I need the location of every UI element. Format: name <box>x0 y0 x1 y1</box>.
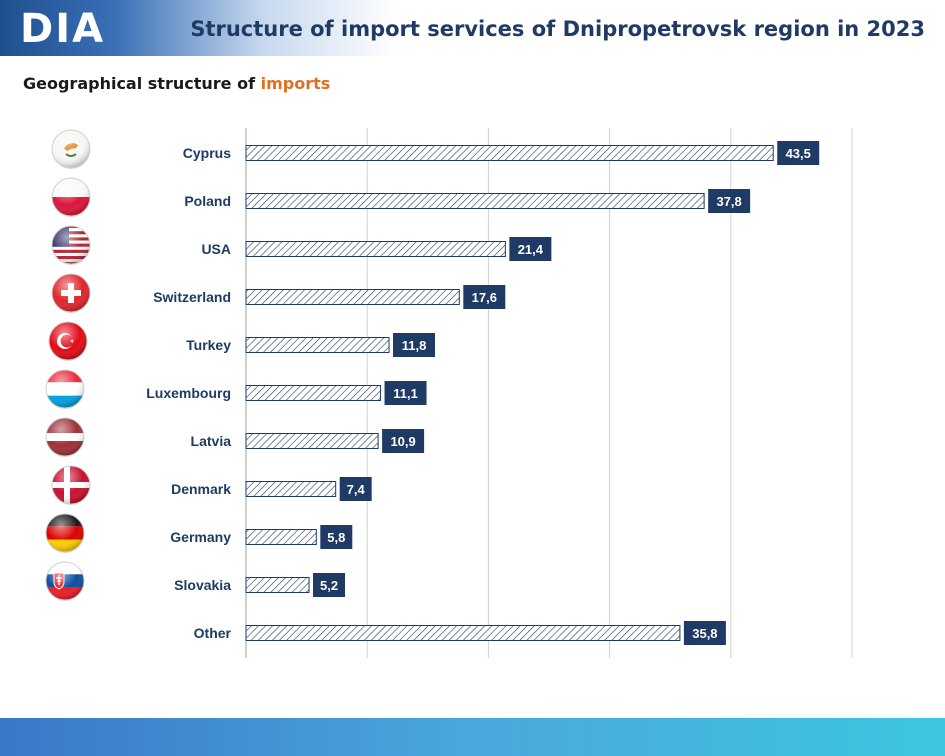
category-label: Latvia <box>191 433 232 449</box>
value-label-box <box>384 381 427 405</box>
value-label: 37,8 <box>716 194 741 209</box>
germany-flag-icon <box>45 513 85 553</box>
category-label: Slovakia <box>174 577 231 593</box>
chart-subtitle: Geographical structure of imports <box>23 74 330 93</box>
value-label-box <box>320 525 353 549</box>
bar <box>245 337 390 353</box>
category-label: Other <box>194 625 232 641</box>
value-label: 21,4 <box>518 242 544 257</box>
cyprus-flag-icon <box>51 129 91 169</box>
category-label: Denmark <box>171 481 231 497</box>
page-title: Structure of import services of Dniprope… <box>190 17 925 41</box>
value-label: 11,1 <box>393 386 418 401</box>
subtitle-accent: imports <box>260 74 331 93</box>
value-label-box <box>313 573 346 597</box>
category-label: Cyprus <box>183 145 231 161</box>
category-label: USA <box>201 241 231 257</box>
denmark-flag-icon <box>51 465 91 505</box>
category-label: Luxembourg <box>146 385 231 401</box>
value-label-box <box>382 429 425 453</box>
bar <box>245 241 506 257</box>
bar <box>245 481 337 497</box>
bar <box>245 145 774 161</box>
poland-flag-icon <box>51 177 91 217</box>
bar <box>245 289 460 305</box>
value-label-box <box>393 333 436 357</box>
switzerland-flag-icon <box>51 273 91 313</box>
header-banner: DIA Structure of import services of Dnip… <box>0 0 945 56</box>
usa-flag-icon <box>51 225 91 265</box>
bar <box>245 385 382 401</box>
value-label-box <box>339 477 372 501</box>
value-label: 7,4 <box>347 482 366 497</box>
category-label: Germany <box>170 529 231 545</box>
value-label-box <box>683 621 726 645</box>
dia-logo: DIA <box>20 6 106 52</box>
value-label: 43,5 <box>786 146 811 161</box>
bar <box>245 529 317 545</box>
category-label: Poland <box>184 193 231 209</box>
value-label-box <box>509 237 552 261</box>
value-label-box <box>708 189 751 213</box>
latvia-flag-icon <box>45 417 85 457</box>
value-label: 17,6 <box>472 290 497 305</box>
turkey-flag-icon <box>48 321 88 361</box>
category-label: Turkey <box>186 337 231 353</box>
value-label: 5,2 <box>320 578 338 593</box>
luxembourg-flag-icon <box>45 369 85 409</box>
footer-bar <box>0 718 945 756</box>
value-label: 5,8 <box>327 530 345 545</box>
category-label: Switzerland <box>153 289 231 305</box>
value-label: 10,9 <box>390 434 415 449</box>
bar <box>245 433 379 449</box>
bar <box>245 577 310 593</box>
value-label-box <box>777 141 820 165</box>
value-label: 35,8 <box>692 626 717 641</box>
slovakia-flag-icon <box>45 561 85 601</box>
bar <box>245 625 681 641</box>
bar <box>245 193 705 209</box>
value-label-box <box>463 285 506 309</box>
subtitle-prefix: Geographical structure of <box>23 74 261 93</box>
value-label: 11,8 <box>402 338 427 353</box>
bar-chart: Cyprus 43,5 Poland 37,8 USA 21,4 Switzerland 17… <box>146 128 853 658</box>
